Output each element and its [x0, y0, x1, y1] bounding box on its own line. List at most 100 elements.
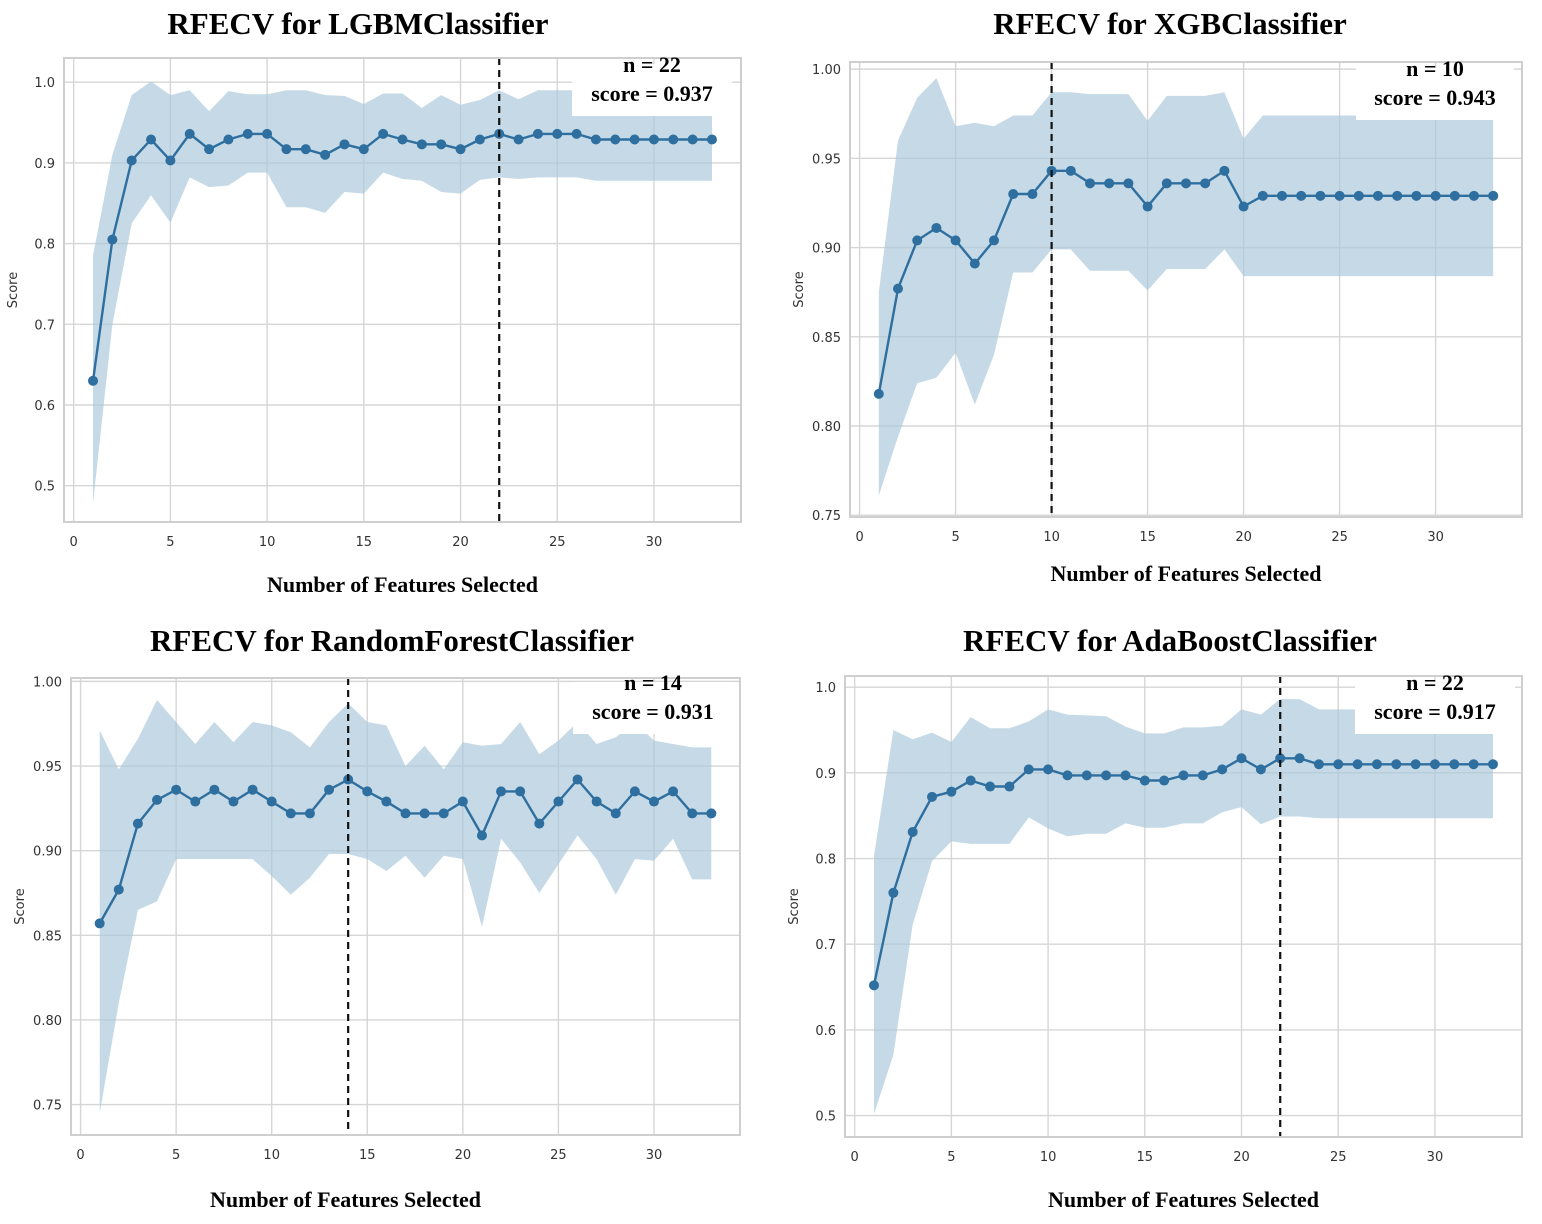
data-point: [668, 134, 679, 145]
data-point: [1139, 775, 1150, 786]
data-point: [591, 796, 602, 807]
data-point: [629, 134, 640, 145]
data-point: [126, 155, 137, 166]
data-point: [1488, 190, 1499, 201]
annotation-box: [1356, 68, 1514, 120]
data-point: [989, 235, 999, 246]
x-tick-label: 20: [1233, 1150, 1250, 1165]
data-point: [223, 134, 234, 145]
data-point: [496, 786, 507, 797]
y-tick-label: 1.0: [815, 681, 836, 696]
data-point: [1449, 190, 1460, 201]
data-point: [513, 134, 524, 145]
data-point: [1120, 770, 1131, 781]
data-point: [285, 808, 296, 819]
x-tick-label: 10: [259, 535, 276, 550]
x-tick-label: 20: [1235, 530, 1252, 545]
data-point: [1085, 178, 1095, 189]
data-point: [1062, 770, 1073, 781]
data-point: [706, 808, 717, 819]
data-point: [1081, 770, 1092, 781]
x-tick-label: 0: [855, 530, 863, 545]
plot-frame: [70, 677, 741, 1136]
data-point: [969, 258, 980, 269]
annotation-box: [1355, 682, 1515, 734]
data-point: [209, 784, 220, 795]
data-point: [572, 774, 583, 785]
data-point: [457, 796, 468, 807]
data-point: [474, 134, 485, 145]
y-tick-label: 0.9: [34, 157, 55, 172]
selection-annotation: n = 22 score = 0.937: [572, 52, 732, 116]
chart-panel-4: RFECV for AdaBoostClassifier 0 5 10 15 20 25 30…: [787, 623, 1523, 1212]
data-point: [907, 826, 918, 837]
data-point: [165, 155, 176, 166]
data-point: [1449, 759, 1460, 770]
data-point: [242, 128, 253, 139]
data-point: [113, 884, 124, 895]
data-point: [1277, 190, 1287, 201]
x-tick-label: 25: [550, 1148, 567, 1163]
data-point: [687, 134, 698, 145]
data-point: [476, 830, 487, 841]
data-point: [1411, 190, 1422, 201]
data-point: [397, 134, 408, 145]
annotation-box: [572, 64, 732, 116]
data-point: [1197, 770, 1208, 781]
y-tick-label: 0.95: [33, 760, 62, 775]
chart-panel-2: RFECV for XGBClassifier 0 5 10 15 20 25 30 0.75 0…: [792, 6, 1523, 586]
data-point: [927, 791, 938, 802]
data-point: [94, 918, 105, 929]
x-tick-label: 10: [1040, 1150, 1057, 1165]
annotation-n: n = 22: [1406, 670, 1464, 695]
y-axis-label: Score: [792, 271, 807, 307]
data-point: [1333, 759, 1344, 770]
data-point: [1200, 178, 1211, 189]
data-point: [419, 808, 430, 819]
y-tick-label: 1.00: [33, 675, 62, 690]
data-point: [300, 144, 311, 155]
x-tick-label: 0: [76, 1148, 84, 1163]
chart-title: RFECV for RandomForestClassifier: [150, 623, 634, 658]
plot-frame: [844, 675, 1523, 1138]
data-point: [362, 786, 373, 797]
y-axis-label: Score: [6, 272, 21, 308]
data-point: [204, 144, 215, 155]
data-point: [552, 128, 563, 139]
y-tick-label: 0.80: [812, 420, 841, 435]
annotation-score: score = 0.943: [1374, 85, 1496, 110]
y-tick-label: 0.8: [815, 853, 836, 868]
y-tick-label: 0.75: [33, 1099, 62, 1114]
data-point: [1217, 764, 1228, 775]
y-tick-label: 0.95: [812, 152, 841, 167]
y-tick-label: 0.5: [34, 480, 55, 495]
data-point: [590, 134, 601, 145]
data-point: [1353, 190, 1364, 201]
data-point: [1257, 190, 1268, 201]
y-tick-label: 0.85: [33, 929, 62, 944]
data-point: [965, 775, 976, 786]
plot-frame: [849, 61, 1523, 518]
data-point: [228, 796, 239, 807]
data-point: [515, 786, 526, 797]
chart-title: RFECV for XGBClassifier: [993, 6, 1347, 41]
x-tick-label: 15: [1137, 1150, 1154, 1165]
y-tick-label: 0.90: [33, 845, 62, 860]
data-point: [190, 796, 201, 807]
data-point: [687, 808, 698, 819]
data-point: [1373, 190, 1383, 201]
data-point: [1004, 781, 1015, 792]
data-point: [1043, 764, 1054, 775]
y-axis-label: Score: [787, 888, 802, 924]
y-tick-label: 0.8: [34, 238, 55, 253]
data-point: [1296, 190, 1307, 201]
data-point: [1334, 190, 1345, 201]
data-point: [534, 818, 545, 829]
data-point: [1468, 759, 1479, 770]
data-point: [1142, 201, 1153, 212]
x-tick-label: 20: [455, 1148, 472, 1163]
y-tick-label: 1.00: [812, 63, 841, 78]
x-tick-label: 0: [851, 1150, 859, 1165]
annotation-n: n = 22: [623, 52, 681, 77]
data-point: [436, 139, 447, 150]
